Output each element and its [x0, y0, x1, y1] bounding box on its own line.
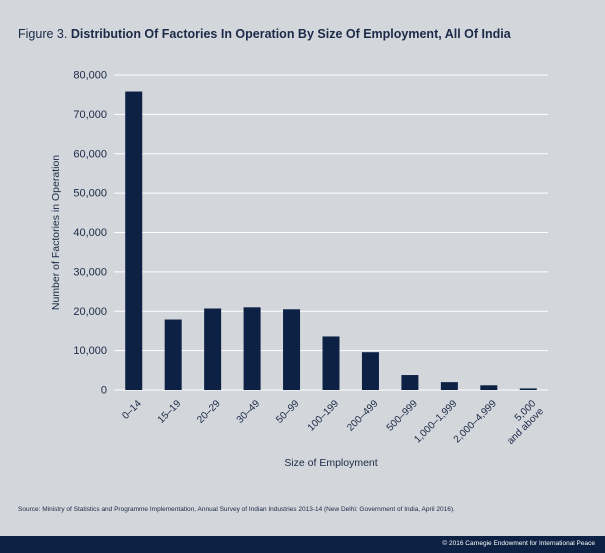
copyright-text: © 2016 Carnegie Endowment for Internatio… [442, 540, 595, 547]
x-tick-label: 2,000–4,999 [452, 398, 499, 445]
y-tick-label: 60,000 [73, 148, 107, 160]
y-tick-label: 20,000 [73, 306, 107, 318]
bar [283, 309, 301, 390]
y-tick-label: 10,000 [73, 345, 107, 357]
bar [243, 307, 261, 390]
bar [440, 382, 458, 390]
y-tick-label: 40,000 [73, 227, 107, 239]
bar-chart: 0 10,000 20,000 30,000 40,000 50,000 60,000 70,… [50, 70, 548, 469]
figure-label: Figure 3. [18, 27, 68, 41]
x-tick-label: 200–499 [345, 398, 381, 434]
x-tick-label: 20–29 [195, 398, 223, 426]
x-tick-label: 5,000and above [498, 398, 547, 447]
x-tick-label: 50–99 [274, 398, 302, 426]
x-tick-label: 500–999 [385, 398, 421, 434]
y-tick-label: 30,000 [73, 266, 107, 278]
x-tick-label: 15–19 [156, 398, 184, 426]
source-note: Source: Ministry of Statistics and Progr… [18, 506, 455, 513]
x-axis-label: Size of Employment [284, 457, 377, 469]
bar [401, 375, 419, 390]
bar [164, 319, 182, 390]
y-tick-label: 80,000 [73, 70, 107, 82]
x-tick-label: 30–49 [235, 398, 263, 426]
bar [204, 308, 222, 390]
figure-title: Figure 3. Distribution Of Factories In O… [18, 27, 511, 41]
bar [480, 385, 498, 390]
figure-title-text: Distribution Of Factories In Operation B… [70, 27, 511, 41]
y-tick-label: 50,000 [73, 188, 107, 200]
bar [361, 352, 379, 390]
bar [519, 388, 537, 390]
footer-bar: © 2016 Carnegie Endowment for Internatio… [0, 536, 605, 553]
bar [125, 91, 143, 390]
y-tick-label: 70,000 [73, 109, 107, 121]
bar [322, 336, 340, 390]
y-tick-label: 0 [101, 385, 107, 397]
x-tick-label: 100–199 [306, 398, 342, 434]
y-axis-label: Number of Factories in Operation [50, 155, 62, 310]
x-tick-label: 0–14 [120, 398, 144, 422]
